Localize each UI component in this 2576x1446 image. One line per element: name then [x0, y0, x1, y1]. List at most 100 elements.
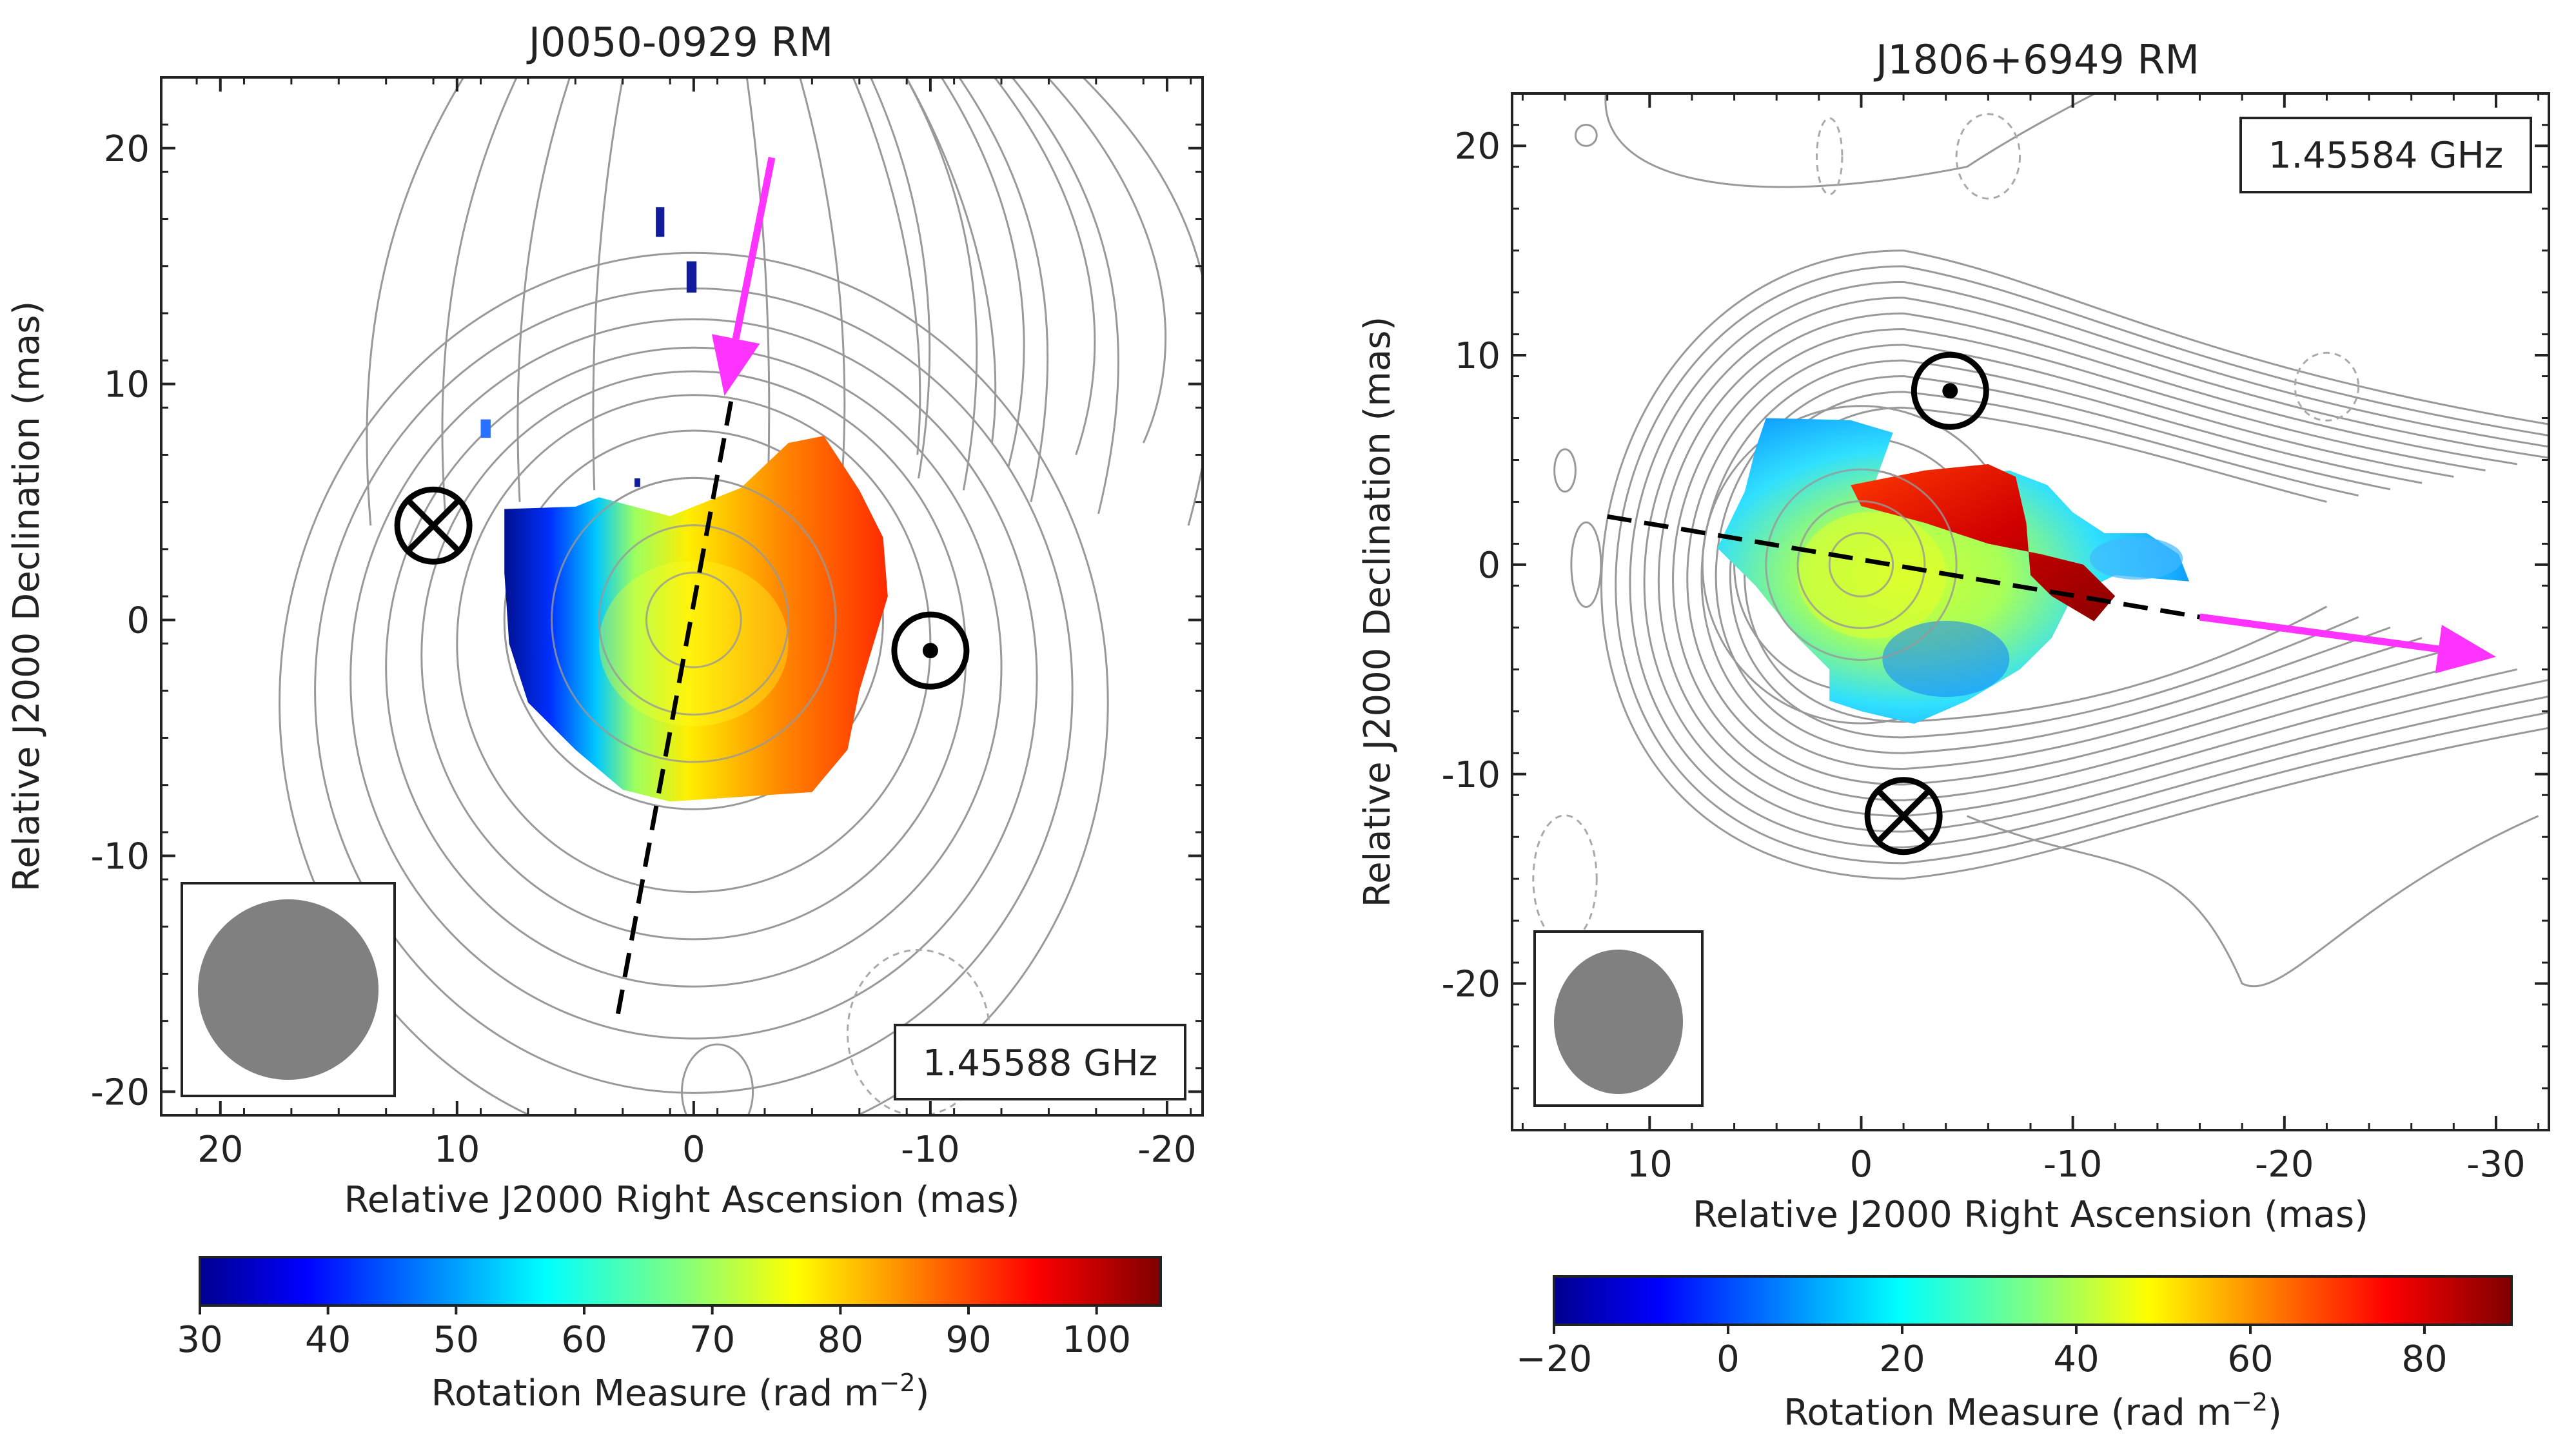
ticks-left: 20 10 0 -10 -20 20 10 0 -10 -20 — [91, 76, 1203, 1171]
colorbar-label-left: Rotation Measure (rad m−2) — [431, 1369, 930, 1414]
contour-line — [958, 77, 1049, 502]
contour-line — [1796, 500, 1926, 629]
beam-box-left — [181, 882, 396, 1097]
contour-line — [645, 571, 742, 669]
field-into-page-icon — [1864, 777, 1943, 855]
contour-line — [385, 346, 1003, 988]
colorbar-tick-label: 0 — [1716, 1338, 1740, 1380]
frequency-box-right: 1.45584 GHz — [2239, 117, 2532, 193]
colorbar-right-ticks: −20 0 20 40 60 80 — [1516, 1325, 2448, 1380]
contour-line — [1658, 312, 2518, 817]
contour-line — [745, 77, 771, 479]
contour-negative — [2294, 351, 2360, 422]
colorbar-tick-label: 20 — [1879, 1338, 1925, 1380]
y-tick-label: -20 — [91, 1071, 150, 1113]
contour-line — [940, 77, 1025, 467]
jet-direction-arrow — [2199, 613, 2439, 653]
rm-region-highlight — [599, 560, 789, 727]
colorbar-tick-label: −20 — [1516, 1338, 1592, 1380]
title-right: J1806+6949 RM — [1873, 36, 2199, 83]
contour-negative — [1955, 113, 2021, 200]
x-tick-label: 10 — [1627, 1144, 1673, 1186]
colorbar-tick-label: 40 — [2053, 1338, 2099, 1380]
plot-area-left — [279, 77, 1203, 1115]
colorbar-right: −20 0 20 40 60 80 Rotation Measure (rad m−2) — [1516, 1275, 2513, 1434]
ticks-right: 10 0 -10 -20 -30 20 10 0 -10 -20 — [1442, 93, 2549, 1186]
rm-patch — [656, 207, 665, 237]
colorbar-tick-label: 80 — [2401, 1338, 2447, 1380]
field-into-page-cross — [406, 498, 461, 553]
y-axis-label-right: Relative J2000 Declination (mas) — [1357, 317, 1399, 908]
contour-line — [366, 77, 465, 526]
field-out-of-page-dot — [922, 643, 938, 659]
contour-line — [551, 476, 837, 763]
contour-line — [1629, 280, 2549, 848]
contour-line — [516, 77, 571, 502]
y-tick-label: 10 — [1455, 335, 1500, 377]
colorbar-label-left-sup: −2 — [880, 1369, 916, 1397]
colorbar-left: 30 40 50 60 70 80 90 100 Rotation Measure (rad … — [177, 1256, 1162, 1414]
contour-line — [1672, 327, 2486, 801]
rm-region-high — [1851, 464, 2116, 621]
panel-j1806: J1806+6949 RM 10 0 -10 -20 -30 20 10 0 -10 -20 1.… — [1357, 36, 2550, 1434]
colorbar-tick-label: 40 — [305, 1319, 351, 1361]
contour-line — [905, 77, 997, 444]
jet-direction-arrowhead — [2435, 625, 2496, 674]
contour-line — [1010, 77, 1119, 514]
x-axis-label-right: Relative J2000 Right Ascension (mas) — [1693, 1194, 2368, 1236]
y-tick-label: -10 — [1442, 754, 1500, 796]
rm-map-left — [480, 207, 888, 802]
rm-region-low — [1882, 621, 2010, 698]
field-out-of-page-icon — [1911, 351, 1989, 430]
rm-region — [1717, 418, 2190, 724]
x-tick-label: 20 — [197, 1129, 243, 1171]
colorbar-tick-label: 60 — [561, 1319, 607, 1361]
frequency-label-right: 1.45584 GHz — [2268, 135, 2503, 177]
colorbar-label-right-text: Rotation Measure (rad m — [1784, 1392, 2232, 1434]
contour-line — [799, 77, 846, 467]
contour-line — [503, 429, 884, 810]
contour-line — [1966, 815, 2539, 988]
y-tick-label: 10 — [104, 364, 150, 406]
x-tick-label: -20 — [1137, 1129, 1196, 1171]
colorbar-label-right-close: ) — [2268, 1392, 2282, 1434]
colorbar-tick-label: 70 — [689, 1319, 735, 1361]
field-out-of-page-icon — [891, 611, 970, 690]
contour-line — [1570, 521, 1602, 609]
contour-line — [279, 251, 1109, 1115]
colorbar-label-right: Rotation Measure (rad m−2) — [1784, 1388, 2282, 1434]
overlay-left — [394, 157, 970, 1015]
contour-line — [1828, 532, 1894, 598]
contour-line — [441, 77, 518, 514]
overlay-right — [1607, 351, 2496, 855]
plot-area-right — [1532, 93, 2549, 988]
x-axis-label-left: Relative J2000 Right Ascension (mas) — [344, 1179, 1020, 1221]
contour-line — [598, 524, 790, 716]
frequency-box-left: 1.45588 GHz — [894, 1024, 1186, 1100]
contour-line — [1574, 124, 1598, 147]
x-tick-label: -10 — [2043, 1144, 2102, 1186]
contour-line — [852, 77, 921, 455]
frequency-box-frame — [2239, 117, 2532, 193]
contour-line — [1600, 249, 2549, 880]
rm-region — [504, 436, 888, 802]
y-axis-label-left: Relative J2000 Declination (mas) — [6, 301, 48, 892]
colorbar-right-bar — [1553, 1275, 2513, 1326]
colorbar-tick-label: 50 — [433, 1319, 479, 1361]
colorbar-tick-label: 80 — [818, 1319, 863, 1361]
frequency-label-left: 1.45588 GHz — [923, 1042, 1157, 1084]
title-left: J0050-0929 RM — [526, 19, 834, 66]
y-tick-label: -20 — [1442, 964, 1500, 1006]
beam-ellipse — [198, 899, 379, 1080]
colorbar-label-left-text: Rotation Measure (rad m — [431, 1373, 880, 1414]
rm-gradient-axis-line — [1607, 514, 2201, 620]
contour-line — [1700, 359, 2423, 770]
colorbar-tick-label: 60 — [2227, 1338, 2273, 1380]
rm-map-right — [1717, 418, 2190, 724]
contour-line — [905, 77, 978, 491]
contour-negative — [1816, 117, 1844, 196]
contour-line — [993, 77, 1096, 455]
field-into-page-cross — [1876, 788, 1931, 844]
contour-line — [1046, 77, 1167, 444]
x-tick-label: -30 — [2466, 1144, 2525, 1186]
